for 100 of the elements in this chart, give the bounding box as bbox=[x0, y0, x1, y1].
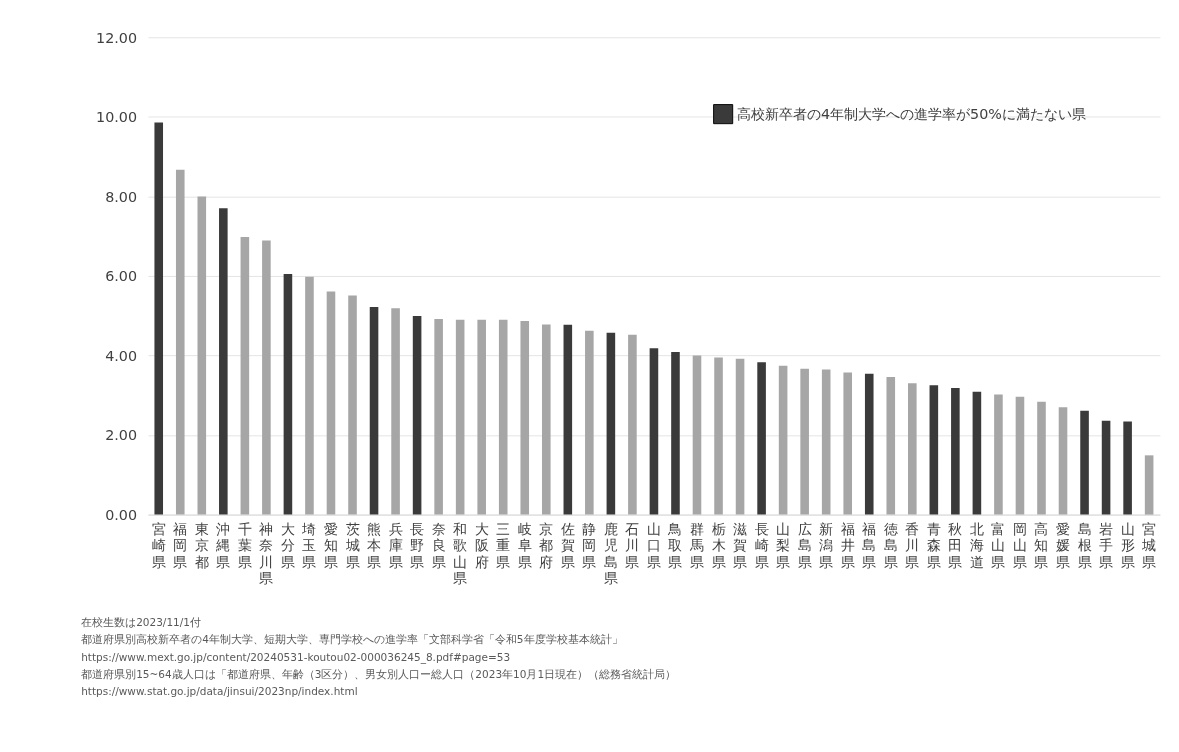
x-tick-label: 福島県 bbox=[862, 521, 877, 570]
bar bbox=[714, 357, 723, 515]
x-tick-label: 静岡県 bbox=[582, 521, 597, 570]
bar bbox=[369, 306, 379, 515]
y-tick-label: 10.00 bbox=[96, 109, 137, 126]
bar bbox=[606, 332, 616, 515]
x-tick-label: 石川県 bbox=[625, 521, 640, 570]
bar bbox=[692, 355, 702, 515]
bar bbox=[154, 122, 164, 515]
x-tick-label: 茨城県 bbox=[344, 521, 360, 570]
bar bbox=[412, 316, 422, 515]
text: https://www.mext.go.jp/content/20240531-koutou02-000036245_8.pdf#page=53 bbox=[81, 650, 511, 664]
x-tick-label: 岩手県 bbox=[1099, 521, 1114, 570]
bar bbox=[1101, 420, 1111, 515]
bar bbox=[1080, 410, 1089, 515]
x-tick-label: 山口県 bbox=[646, 521, 661, 570]
y-tick-label: 8.00 bbox=[105, 188, 137, 205]
bar bbox=[671, 351, 680, 515]
bar bbox=[908, 383, 917, 515]
bar bbox=[994, 394, 1003, 515]
x-tick-label: 三重県 bbox=[496, 521, 511, 570]
y-tick-label: 4.00 bbox=[105, 347, 137, 364]
bar bbox=[929, 385, 939, 515]
x-tick-label: 富山県 bbox=[991, 521, 1006, 570]
x-tick-label: 愛媛県 bbox=[1056, 521, 1071, 570]
bar bbox=[391, 308, 400, 515]
x-tick-label: 長崎県 bbox=[754, 521, 769, 570]
x-tick-label: 佐賀県 bbox=[560, 521, 575, 570]
text: 都道府県別高校新卒者の4年制大学、短期大学、専門学校への進学率「文部科学省「令和5年度学校基本統計」 bbox=[81, 633, 623, 646]
bar bbox=[477, 319, 486, 515]
bar bbox=[348, 295, 357, 515]
bar bbox=[951, 388, 960, 515]
bar bbox=[563, 324, 573, 515]
bar bbox=[541, 324, 551, 515]
x-tick-label: 高知県 bbox=[1034, 521, 1049, 570]
bar bbox=[628, 334, 637, 515]
bar bbox=[735, 358, 745, 515]
x-tick-label: 広島県 bbox=[797, 521, 812, 570]
bar bbox=[800, 368, 809, 515]
bar bbox=[972, 391, 982, 515]
bar bbox=[240, 236, 250, 515]
x-tick-label: 新潟県 bbox=[819, 521, 834, 570]
y-tick-label: 0.00 bbox=[105, 506, 137, 523]
x-tick-label: 青森県 bbox=[926, 521, 941, 570]
x-tick-label: 秋田県 bbox=[948, 521, 963, 570]
x-tick-label: 沖縄県 bbox=[215, 521, 231, 570]
x-tick-label: 宮崎県 bbox=[151, 521, 166, 570]
bar bbox=[886, 376, 896, 515]
x-tick-label: 岐阜県 bbox=[517, 521, 532, 570]
x-tick-label: 群馬県 bbox=[689, 521, 704, 570]
x-tick-label: 徳島県 bbox=[883, 521, 898, 570]
x-tick-label: 和歌山県 bbox=[453, 521, 468, 586]
bar bbox=[1144, 455, 1154, 515]
x-tick-label: 奈良県 bbox=[431, 521, 446, 570]
x-tick-label: 東京都 bbox=[194, 521, 209, 570]
x-tick-label: 滋賀県 bbox=[733, 521, 748, 570]
bar bbox=[262, 240, 271, 515]
x-tick-label: 山梨県 bbox=[776, 521, 791, 570]
bar bbox=[864, 373, 874, 515]
bar bbox=[843, 372, 853, 515]
x-tick-label: 神奈川県 bbox=[259, 521, 274, 586]
x-tick-label: 埼玉県 bbox=[301, 521, 317, 570]
bar bbox=[757, 362, 766, 515]
x-tick-label: 福岡県 bbox=[173, 521, 188, 570]
x-tick-label: 栃木県 bbox=[711, 521, 726, 570]
x-tick-label: 島根県 bbox=[1077, 521, 1092, 570]
x-tick-label: 福井県 bbox=[840, 521, 855, 570]
x-tick-label: 京都府 bbox=[539, 521, 554, 570]
bar bbox=[305, 276, 314, 515]
bar bbox=[821, 369, 831, 515]
bar bbox=[197, 196, 207, 515]
bar bbox=[520, 320, 530, 515]
bar bbox=[326, 291, 336, 515]
bar bbox=[1058, 407, 1068, 515]
x-tick-label: 兵庫県 bbox=[388, 521, 403, 570]
x-tick-label: 岡山県 bbox=[1012, 521, 1027, 570]
text: 在校生数は2023/11/1付 bbox=[81, 616, 201, 629]
bar bbox=[498, 319, 508, 515]
x-tick-label: 香川県 bbox=[905, 521, 920, 570]
y-tick-label: 2.00 bbox=[105, 427, 137, 444]
x-tick-label: 大分県 bbox=[280, 521, 295, 570]
bar bbox=[585, 330, 594, 515]
bar bbox=[1015, 396, 1025, 515]
bar bbox=[455, 319, 465, 515]
bar bbox=[778, 365, 788, 515]
bar bbox=[649, 348, 659, 515]
y-tick-label: 12.00 bbox=[96, 29, 137, 46]
bar bbox=[1123, 421, 1132, 515]
text: https://www.stat.go.jp/data/jinsui/2023np/index.html bbox=[81, 685, 358, 698]
x-tick-label: 鳥取県 bbox=[667, 521, 683, 570]
x-tick-label: 長野県 bbox=[410, 521, 425, 570]
bar bbox=[175, 169, 185, 515]
x-tick-label: 鹿児島県 bbox=[603, 521, 618, 586]
x-tick-label: 宮城県 bbox=[1141, 521, 1157, 570]
legend-label: 高校新卒者の4年制大学への進学率が50%に満たない県 bbox=[736, 105, 1086, 122]
bar bbox=[434, 318, 443, 515]
x-tick-label: 北海道 bbox=[969, 521, 984, 570]
bar bbox=[283, 273, 293, 515]
x-tick-label: 熊本県 bbox=[367, 521, 382, 570]
x-tick-label: 愛知県 bbox=[323, 521, 338, 570]
